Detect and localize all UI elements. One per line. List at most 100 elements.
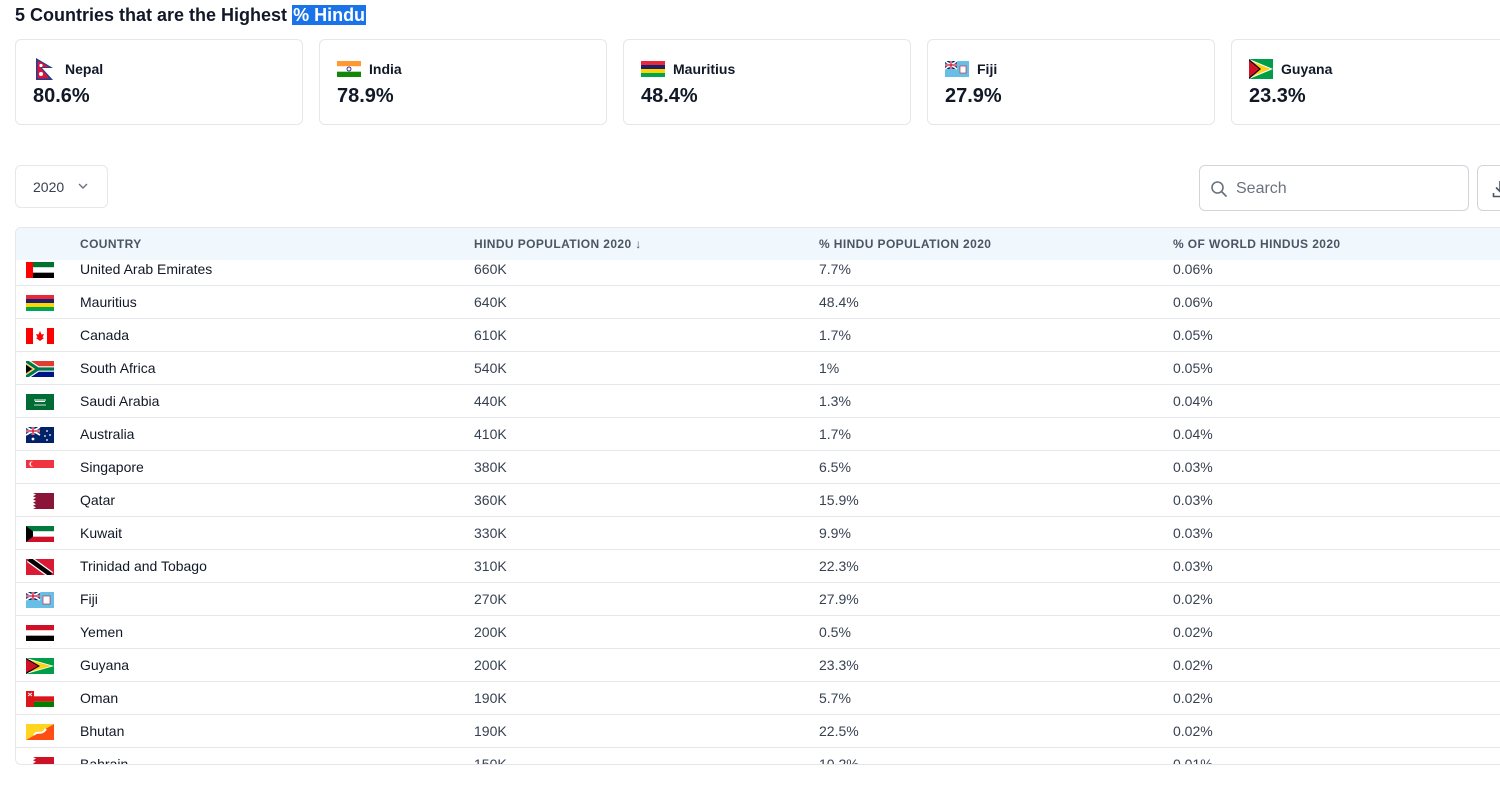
cell-world: 0.06% bbox=[1173, 261, 1213, 277]
cell-world: 0.05% bbox=[1173, 360, 1213, 376]
top-country-card-nepal[interactable]: Nepal 80.6% bbox=[15, 39, 303, 125]
search-icon bbox=[1211, 181, 1227, 197]
cell-percent: 10.2% bbox=[819, 756, 859, 765]
table-row[interactable]: South Africa 540K 1% 0.05% bbox=[16, 352, 1500, 385]
cell-percent: 15.9% bbox=[819, 492, 859, 508]
nepal-flag-icon bbox=[33, 57, 57, 81]
cell-population: 150K bbox=[474, 756, 507, 765]
singapore-flag-icon bbox=[26, 460, 54, 476]
table-row[interactable]: Oman 190K 5.7% 0.02% bbox=[16, 682, 1500, 715]
table-row[interactable]: Bhutan 190K 22.5% 0.02% bbox=[16, 715, 1500, 748]
table-row[interactable]: Fiji 270K 27.9% 0.02% bbox=[16, 583, 1500, 616]
column-header-world[interactable]: % OF WORLD HINDUS 2020 bbox=[1173, 237, 1341, 251]
guyana-flag-icon bbox=[26, 658, 54, 674]
search-input[interactable] bbox=[1236, 176, 1456, 202]
cell-country: Bhutan bbox=[80, 723, 125, 739]
cell-population: 200K bbox=[474, 657, 507, 673]
top-country-name: India bbox=[369, 61, 402, 77]
south-africa-flag-icon bbox=[26, 361, 54, 377]
top-country-value: 78.9% bbox=[337, 85, 394, 107]
cell-percent: 5.7% bbox=[819, 690, 851, 706]
table-row[interactable]: Qatar 360K 15.9% 0.03% bbox=[16, 484, 1500, 517]
cell-percent: 48.4% bbox=[819, 294, 859, 310]
table-row[interactable]: Australia 410K 1.7% 0.04% bbox=[16, 418, 1500, 451]
cell-percent: 22.3% bbox=[819, 558, 859, 574]
cell-population: 200K bbox=[474, 624, 507, 640]
cell-world: 0.02% bbox=[1173, 690, 1213, 706]
qatar-flag-icon bbox=[26, 493, 54, 509]
column-header-population[interactable]: HINDU POPULATION 2020 ↓ bbox=[474, 237, 642, 251]
table-row[interactable]: Kuwait 330K 9.9% 0.03% bbox=[16, 517, 1500, 550]
cell-world: 0.04% bbox=[1173, 426, 1213, 442]
cell-percent: 22.5% bbox=[819, 723, 859, 739]
cell-world: 0.03% bbox=[1173, 558, 1213, 574]
india-flag-icon bbox=[337, 57, 361, 81]
cell-country: Kuwait bbox=[80, 525, 123, 541]
top-country-card-india[interactable]: India 78.9% bbox=[319, 39, 607, 125]
cell-percent: 23.3% bbox=[819, 657, 859, 673]
cell-population: 540K bbox=[474, 360, 507, 376]
table-row[interactable]: Guyana 200K 23.3% 0.02% bbox=[16, 649, 1500, 682]
cell-world: 0.03% bbox=[1173, 492, 1213, 508]
yemen-flag-icon bbox=[26, 625, 54, 641]
cell-population: 360K bbox=[474, 492, 507, 508]
column-header-percent[interactable]: % HINDU POPULATION 2020 bbox=[819, 237, 992, 251]
cell-country: Guyana bbox=[80, 657, 130, 673]
cell-country: Fiji bbox=[80, 591, 98, 607]
top-countries-cards: Nepal 80.6% India 78.9% Mauritius 48.4% … bbox=[15, 39, 1500, 125]
canada-flag-icon bbox=[26, 328, 54, 344]
guyana-flag-icon bbox=[1249, 57, 1273, 81]
table-header: COUNTRY HINDU POPULATION 2020 ↓ % HINDU … bbox=[16, 228, 1500, 260]
column-header-country[interactable]: COUNTRY bbox=[80, 237, 142, 251]
year-select-value: 2020 bbox=[33, 178, 65, 195]
top-country-name: Guyana bbox=[1281, 61, 1333, 77]
uae-flag-icon bbox=[26, 262, 54, 278]
cell-country: Qatar bbox=[80, 492, 116, 508]
cell-country: Yemen bbox=[80, 624, 124, 640]
australia-flag-icon bbox=[26, 427, 54, 443]
cell-country: Saudi Arabia bbox=[80, 393, 160, 409]
table-row[interactable]: Trinidad and Tobago 310K 22.3% 0.03% bbox=[16, 550, 1500, 583]
table-row[interactable]: Bahrain 150K 10.2% 0.01% bbox=[16, 748, 1500, 765]
cell-world: 0.02% bbox=[1173, 657, 1213, 673]
table-row[interactable]: Singapore 380K 6.5% 0.03% bbox=[16, 451, 1500, 484]
cell-population: 190K bbox=[474, 690, 507, 706]
mauritius-flag-icon bbox=[26, 295, 54, 311]
top-country-card-fiji[interactable]: Fiji 27.9% bbox=[927, 39, 1215, 125]
cell-country: South Africa bbox=[80, 360, 156, 376]
top-country-value: 23.3% bbox=[1249, 85, 1306, 107]
cell-percent: 9.9% bbox=[819, 525, 851, 541]
chevron-down-icon bbox=[78, 183, 88, 189]
top-country-value: 80.6% bbox=[33, 85, 90, 107]
data-table: COUNTRY HINDU POPULATION 2020 ↓ % HINDU … bbox=[15, 227, 1500, 765]
fiji-flag-icon bbox=[26, 592, 54, 608]
cell-world: 0.01% bbox=[1173, 756, 1213, 765]
cell-population: 660K bbox=[474, 261, 507, 277]
year-select[interactable]: 2020 bbox=[15, 165, 108, 208]
table-body: United Arab Emirates 660K 7.7% 0.06% Mau… bbox=[16, 253, 1500, 765]
cell-country: Singapore bbox=[80, 459, 144, 475]
top-country-card-guyana[interactable]: Guyana 23.3% bbox=[1231, 39, 1500, 125]
cell-percent: 7.7% bbox=[819, 261, 851, 277]
table-row[interactable]: Mauritius 640K 48.4% 0.06% bbox=[16, 286, 1500, 319]
cell-world: 0.03% bbox=[1173, 459, 1213, 475]
cell-population: 440K bbox=[474, 393, 507, 409]
top-country-name: Fiji bbox=[977, 61, 998, 77]
table-row[interactable]: United Arab Emirates 660K 7.7% 0.06% bbox=[16, 253, 1500, 286]
cell-population: 190K bbox=[474, 723, 507, 739]
top-country-name: Nepal bbox=[65, 61, 104, 77]
table-row[interactable]: Yemen 200K 0.5% 0.02% bbox=[16, 616, 1500, 649]
download-button[interactable] bbox=[1477, 165, 1500, 211]
table-row[interactable]: Saudi Arabia 440K 1.3% 0.04% bbox=[16, 385, 1500, 418]
cell-population: 330K bbox=[474, 525, 507, 541]
cell-country: United Arab Emirates bbox=[80, 261, 213, 277]
cell-population: 310K bbox=[474, 558, 507, 574]
table-row[interactable]: Canada 610K 1.7% 0.05% bbox=[16, 319, 1500, 352]
fiji-flag-icon bbox=[945, 57, 969, 81]
cell-world: 0.02% bbox=[1173, 624, 1213, 640]
saudi-arabia-flag-icon bbox=[26, 394, 54, 410]
search-box[interactable] bbox=[1199, 165, 1469, 211]
top-country-name: Mauritius bbox=[673, 61, 736, 77]
top-country-card-mauritius[interactable]: Mauritius 48.4% bbox=[623, 39, 911, 125]
cell-population: 380K bbox=[474, 459, 507, 475]
